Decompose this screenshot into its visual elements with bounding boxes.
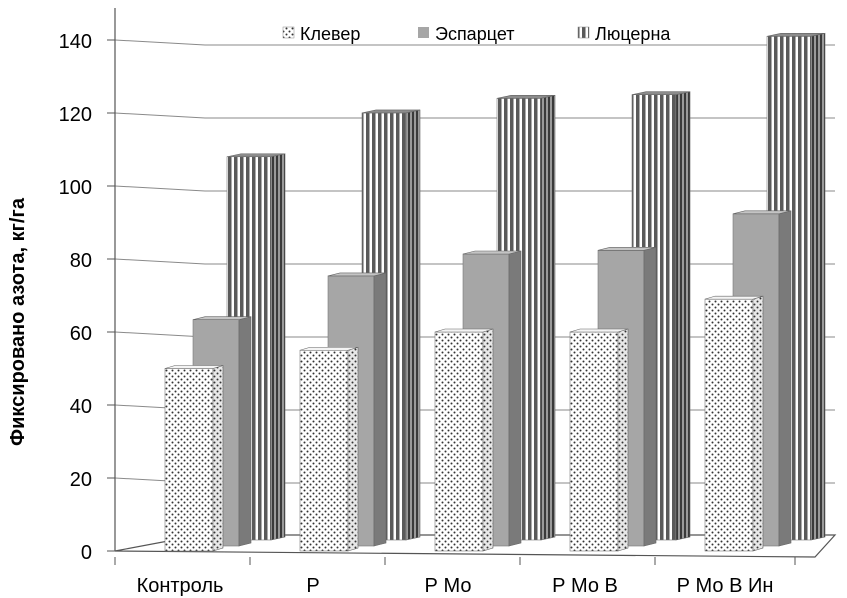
x-tick-label: Р Мо В Ин [677,575,774,597]
bar-side [347,346,359,552]
bar-1-5 [704,295,764,552]
bar-side [508,250,522,547]
bar-side [778,210,792,547]
bar-top [327,272,387,277]
y-tick-label: 60 [70,323,92,345]
bar-side [752,295,764,552]
y-tick-label: 120 [59,104,92,126]
bar-front [434,331,484,552]
y-tick-label: 80 [70,250,92,272]
bars [164,32,826,552]
bar-side [617,328,629,552]
legend-swatch [577,26,590,39]
bar-1-2 [299,346,359,552]
bar-side [212,365,224,552]
y-axis-label: Фиксировано азота, кг/га [7,197,29,446]
legend-item: Эспарцет [418,24,514,44]
y-tick-label: 20 [70,469,92,491]
legend-label: Клевер [300,24,360,44]
gridline [114,112,835,119]
bar-top [569,328,629,333]
legend-label: Эспарцет [435,24,514,44]
bar-side [540,94,556,541]
bar-front [299,349,349,552]
bar-1-3 [434,328,494,552]
bar-top [631,91,691,95]
bar-side [675,91,691,541]
bar-top [361,109,421,114]
y-tick-label: 40 [70,396,92,418]
bar-top [732,210,792,215]
bar-top [496,95,556,99]
bar-top [164,365,224,369]
x-tick-label: Р [306,575,319,597]
bar-top [192,316,252,320]
x-tick-labels: Контроль Р Р Мо Р Мо В Р Мо В Ин [137,575,774,597]
legend-item: Клевер [282,24,360,44]
bar-front [164,368,214,552]
x-tick-label: Р Мо [425,575,472,597]
bar-side [405,109,421,541]
bar-front [704,298,754,552]
x-tick-label: Р Мо В [552,575,618,597]
bar-front [569,331,619,552]
y-tick-label: 140 [59,31,92,53]
bar-top [299,346,359,351]
bar-side [643,246,657,547]
legend: Клевер Эспарцет Люцерна [282,24,671,44]
bar-side [810,32,826,541]
y-tick-label: 0 [81,542,92,564]
bar-top [434,328,494,333]
legend-swatch [418,27,429,38]
bar-top [766,33,826,37]
legend-swatch [282,26,295,39]
bar-side [373,272,387,547]
bar-side [482,328,494,552]
bar-top [597,247,657,251]
bar-side [238,316,252,547]
bar-1-4 [569,328,629,552]
y-tick-label: 100 [59,177,92,199]
gridline [114,185,835,192]
bar-top [704,295,764,300]
bar-side [270,153,286,541]
legend-item: Люцерна [577,24,671,44]
x-tick-label: Контроль [137,575,224,597]
gridline [114,39,835,46]
bar-top [226,153,286,158]
bar-1-1 [164,365,224,552]
bar-top [462,250,522,255]
legend-label: Люцерна [595,24,671,44]
y-tick-labels: 0 20 40 60 80 100 120 140 [59,31,92,564]
